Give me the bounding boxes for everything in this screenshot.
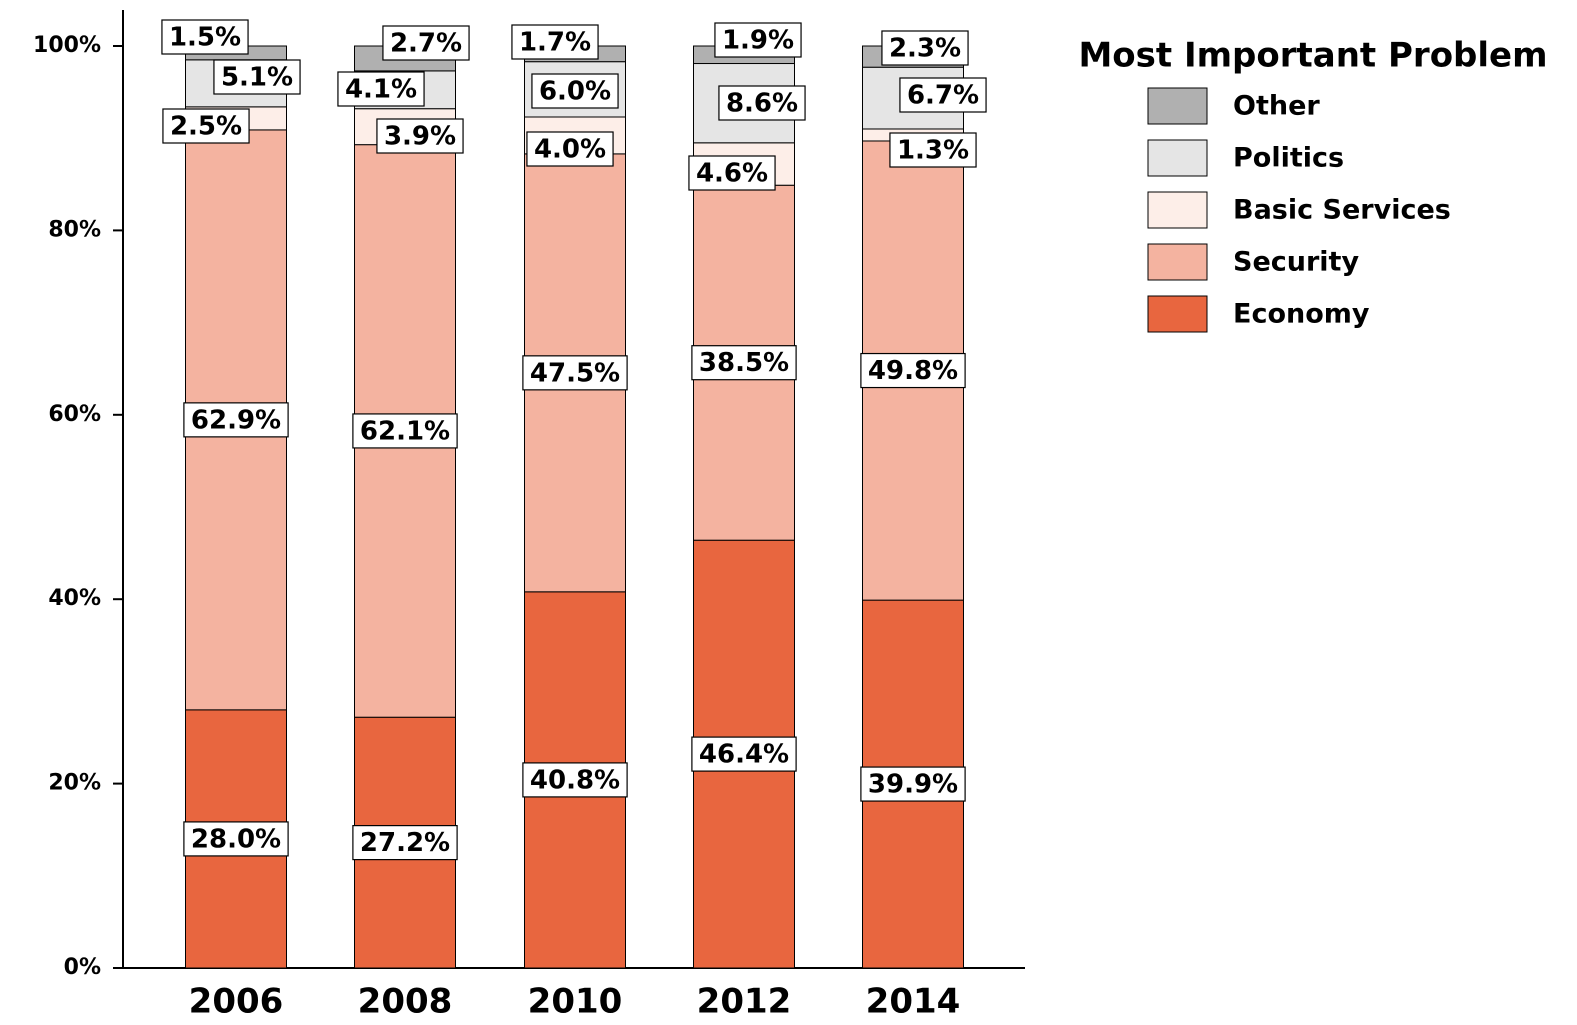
data-label-box — [714, 22, 802, 58]
data-label-box — [899, 77, 987, 113]
data-label: 2.7% — [390, 29, 462, 59]
data-label: 40.8% — [530, 765, 620, 795]
legend-label: Security — [1233, 247, 1359, 278]
x-tick-label: 2006 — [189, 982, 284, 1022]
data-label-box — [213, 59, 301, 95]
data-label-box — [183, 402, 289, 438]
data-label: 1.7% — [519, 28, 591, 58]
legend-swatch — [1147, 87, 1208, 125]
x-tick-label: 2012 — [697, 982, 792, 1022]
x-tick-label: 2010 — [528, 982, 623, 1022]
y-tick-label: 100% — [33, 33, 101, 58]
y-tick-label: 20% — [48, 771, 101, 796]
legend-label: Politics — [1233, 143, 1344, 174]
legend-swatch — [1147, 191, 1208, 229]
data-label-box — [688, 155, 776, 191]
data-label: 39.9% — [868, 770, 958, 800]
x-tick-label: 2014 — [866, 982, 961, 1022]
data-label-box — [522, 355, 628, 391]
data-label-box — [162, 108, 250, 144]
data-label-box — [531, 73, 619, 109]
y-tick-label: 80% — [48, 217, 101, 242]
data-label: 28.0% — [191, 824, 281, 854]
data-label: 4.1% — [345, 75, 417, 105]
x-tick-label: 2008 — [358, 982, 453, 1022]
data-label-box — [691, 736, 797, 772]
data-label: 3.9% — [384, 122, 456, 152]
data-label: 6.7% — [907, 81, 979, 111]
data-label-box — [337, 71, 425, 107]
y-tick-label: 40% — [48, 586, 101, 611]
data-label-box — [718, 85, 806, 121]
legend-label: Other — [1233, 91, 1320, 122]
data-label: 49.8% — [868, 356, 958, 386]
data-label-box — [382, 25, 470, 61]
data-label: 62.1% — [360, 416, 450, 446]
legend-swatch — [1147, 139, 1208, 177]
data-label: 38.5% — [699, 348, 789, 378]
data-label-box — [161, 19, 249, 55]
data-label-box — [376, 118, 464, 154]
data-label: 62.9% — [191, 405, 281, 435]
legend-label: Basic Services — [1233, 195, 1451, 226]
data-label-box — [183, 821, 289, 857]
y-tick-label: 60% — [48, 402, 101, 427]
data-label: 5.1% — [221, 63, 293, 93]
data-label: 1.5% — [169, 23, 241, 53]
legend-title: Most Important Problem — [1078, 36, 1547, 76]
data-label: 6.0% — [539, 77, 611, 107]
data-label: 47.5% — [530, 358, 620, 388]
data-label: 27.2% — [360, 828, 450, 858]
data-label: 1.9% — [722, 26, 794, 56]
data-label: 4.0% — [534, 135, 606, 165]
data-label: 4.6% — [696, 159, 768, 189]
data-label-box — [511, 24, 599, 60]
data-label: 46.4% — [699, 740, 789, 770]
data-label: 2.5% — [170, 112, 242, 142]
data-label-box — [352, 825, 458, 861]
legend-swatch — [1147, 243, 1208, 281]
data-label-box — [889, 132, 977, 168]
legend-swatch — [1147, 295, 1208, 333]
legend-label: Economy — [1233, 299, 1370, 330]
data-label-box — [860, 352, 966, 389]
data-label-box — [352, 413, 458, 449]
y-tick-label: 0% — [64, 955, 101, 980]
data-label-box — [526, 131, 614, 167]
data-label-box — [860, 766, 966, 802]
data-label: 1.3% — [897, 136, 969, 166]
data-label-box — [522, 762, 628, 798]
data-label: 2.3% — [889, 34, 961, 64]
data-label: 8.6% — [726, 89, 798, 119]
data-label-box — [881, 30, 969, 66]
data-label-box — [691, 345, 797, 381]
